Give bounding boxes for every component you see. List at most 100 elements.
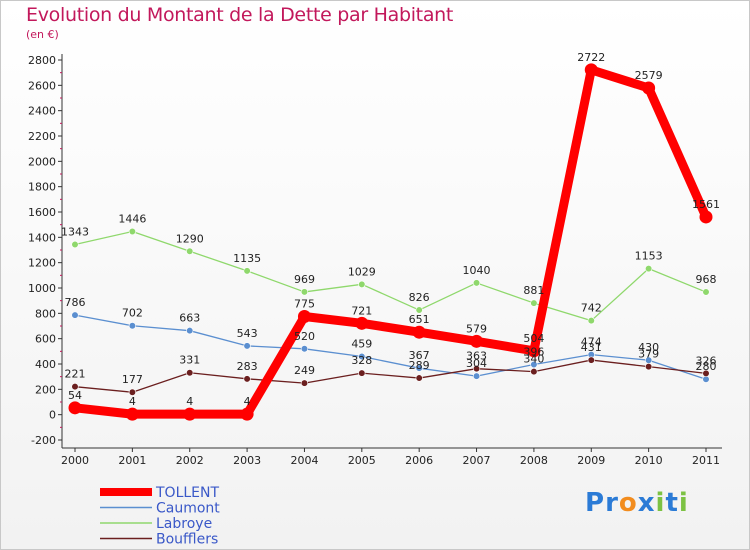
data-point-labroye	[587, 317, 595, 325]
x-tick-label: 2010	[635, 454, 663, 467]
data-label-tollent: 775	[294, 298, 315, 311]
data-label-caumont: 474	[581, 336, 602, 349]
chart-title: Evolution du Montant de la Dette par Hab…	[26, 4, 454, 26]
data-point-caumont	[243, 342, 251, 350]
data-label-labroye: 826	[409, 291, 430, 304]
data-point-labroye	[186, 247, 194, 255]
data-point-labroye	[243, 267, 251, 275]
data-label-labroye: 1029	[348, 265, 376, 278]
x-tick-label: 2007	[463, 454, 491, 467]
data-label-caumont: 786	[65, 296, 86, 309]
x-tick-label: 2002	[176, 454, 204, 467]
y-tick-label: 2800	[28, 54, 56, 67]
data-label-labroye: 968	[696, 273, 717, 286]
y-tick-label: 2200	[28, 130, 56, 143]
logo-letter: o	[618, 488, 638, 518]
x-tick-label: 2011	[692, 454, 720, 467]
data-point-boufflers	[128, 388, 136, 396]
data-label-caumont: 430	[638, 341, 659, 354]
data-point-caumont	[472, 372, 481, 380]
data-point-tollent	[470, 334, 484, 348]
y-tick-label: 1600	[28, 206, 56, 219]
data-label-labroye: 1290	[176, 232, 204, 245]
series-line-caumont	[74, 314, 707, 380]
data-label-labroye: 969	[294, 273, 315, 286]
data-label-labroye: 881	[523, 284, 544, 297]
logo-letter: r	[605, 488, 619, 518]
x-tick-label: 2009	[577, 454, 605, 467]
data-label-tollent: 721	[351, 304, 372, 317]
y-tick-label: 1400	[28, 231, 56, 244]
data-point-tollent	[297, 310, 311, 323]
series-line-boufflers	[74, 359, 707, 393]
data-label-tollent: 4	[244, 395, 251, 408]
data-label-boufflers: 331	[179, 354, 200, 367]
data-point-labroye	[358, 280, 366, 288]
y-tick-label: 2600	[28, 79, 56, 92]
y-tick-label: 400	[35, 358, 56, 371]
data-point-labroye	[300, 288, 309, 296]
data-label-tollent: 54	[68, 389, 82, 402]
data-label-tollent: 651	[409, 313, 430, 326]
data-point-labroye	[702, 288, 710, 296]
x-tick-label: 2008	[520, 454, 548, 467]
x-tick-label: 2006	[405, 454, 433, 467]
data-point-tollent	[527, 344, 541, 358]
data-point-tollent	[355, 316, 369, 330]
data-label-tollent: 2722	[577, 51, 605, 64]
y-tick-label: -200	[31, 434, 56, 447]
data-label-caumont: 396	[523, 346, 544, 359]
y-tick-label: 1800	[28, 181, 56, 194]
data-label-caumont: 702	[122, 307, 143, 320]
data-point-tollent	[412, 325, 426, 339]
x-tick-label: 2003	[233, 454, 261, 467]
x-tick-label: 2004	[290, 454, 318, 467]
y-tick-label: 0	[49, 409, 56, 422]
data-label-tollent: 4	[129, 395, 136, 408]
data-point-boufflers	[243, 375, 251, 383]
data-point-tollent	[699, 210, 713, 224]
data-label-boufflers: 379	[638, 348, 659, 361]
legend-label-boufflers: Boufflers	[156, 532, 218, 548]
data-label-tollent: 579	[466, 322, 487, 335]
logo-letter: x	[637, 488, 656, 518]
data-point-labroye	[415, 306, 423, 314]
data-point-boufflers	[186, 369, 194, 377]
data-point-boufflers	[587, 356, 595, 364]
legend-label-caumont: Caumont	[156, 501, 220, 517]
data-point-tollent	[642, 81, 656, 95]
x-tick-label: 2000	[61, 454, 89, 467]
data-point-caumont	[128, 322, 136, 330]
data-label-caumont: 280	[696, 360, 717, 373]
y-tick-label: 1200	[28, 257, 56, 270]
data-label-labroye: 1153	[635, 250, 663, 263]
data-label-boufflers: 221	[65, 368, 86, 381]
data-point-boufflers	[702, 369, 710, 377]
data-label-tollent: 1561	[692, 198, 720, 211]
data-point-labroye	[128, 227, 136, 236]
data-label-boufflers: 326	[696, 354, 717, 367]
y-tick-label: 2000	[28, 155, 56, 168]
legend-label-tollent: TOLLENT	[155, 485, 219, 501]
data-label-caumont: 543	[237, 327, 258, 340]
data-label-caumont: 520	[294, 330, 315, 343]
data-point-boufflers	[300, 379, 309, 387]
data-point-caumont	[300, 345, 309, 353]
x-tick-label: 2005	[348, 454, 376, 467]
chart-subtitle: (en €)	[26, 28, 59, 41]
data-label-caumont: 663	[179, 312, 200, 325]
data-label-caumont: 367	[409, 349, 430, 362]
data-point-boufflers	[472, 365, 481, 373]
data-label-boufflers: 340	[523, 353, 544, 366]
logo-letter: P	[585, 488, 606, 518]
data-label-boufflers: 283	[237, 360, 258, 373]
y-tick-label: 800	[35, 307, 56, 320]
data-point-boufflers	[358, 369, 366, 377]
data-point-labroye	[472, 279, 481, 287]
data-point-caumont	[415, 364, 423, 372]
data-point-caumont	[358, 352, 366, 361]
y-tick-label: 2400	[28, 105, 56, 118]
data-label-caumont: 304	[466, 357, 487, 370]
